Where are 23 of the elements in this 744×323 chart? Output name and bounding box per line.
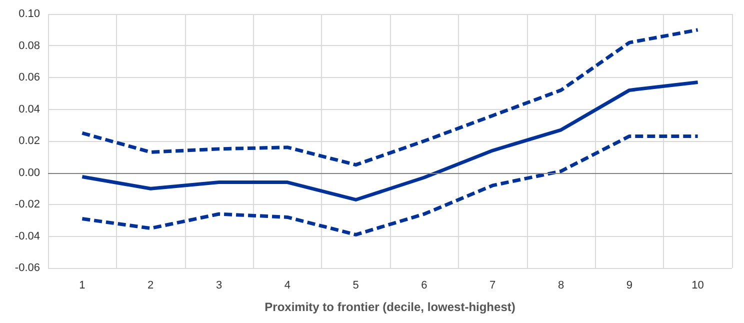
x-tick-label: 4 (284, 280, 290, 292)
x-tick-label: 8 (558, 280, 564, 292)
y-tick-label: -0.06 (14, 262, 40, 274)
line-series (80, 28, 700, 167)
y-tick-label: -0.04 (14, 230, 40, 242)
x-tick-label: 1 (79, 280, 86, 292)
x-tick-label: 10 (692, 280, 704, 292)
x-tick-label: 9 (626, 280, 632, 292)
line-series (80, 80, 700, 202)
y-tick-label: 0.10 (18, 8, 40, 20)
x-tick-label: 3 (216, 280, 222, 292)
x-tick-label: 2 (148, 280, 154, 292)
y-tick-label: -0.02 (14, 198, 40, 210)
y-tick-label: 0.02 (18, 135, 40, 147)
y-tick-label: 0.04 (18, 103, 40, 116)
y-tick-label: 0.06 (18, 72, 40, 84)
x-axis-title: Proximity to frontier (decile, lowest-highest) (264, 300, 516, 314)
y-tick-label: 0.00 (18, 166, 40, 179)
line-series (80, 134, 700, 236)
x-tick-label: 5 (352, 280, 359, 292)
x-tick-label: 6 (421, 280, 428, 292)
y-tick-label: 0.08 (18, 40, 40, 52)
x-tick-label: 7 (490, 280, 496, 292)
